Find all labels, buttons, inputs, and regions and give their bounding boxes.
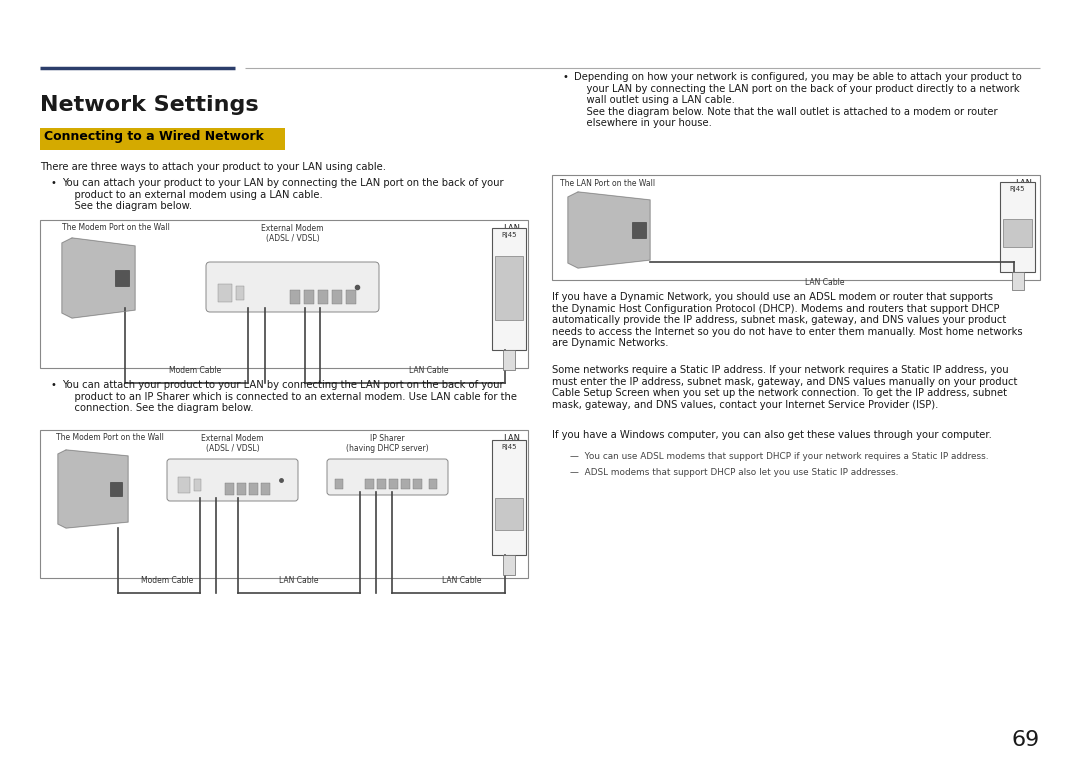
Bar [389, 479, 399, 489]
Bar [1012, 272, 1024, 290]
Bar [194, 479, 201, 491]
Bar [318, 290, 328, 304]
Text: LAN: LAN [503, 434, 519, 443]
Bar [495, 256, 523, 320]
Bar [492, 228, 526, 350]
Text: Modem Cable: Modem Cable [140, 576, 193, 585]
Bar [413, 479, 422, 489]
FancyBboxPatch shape [167, 459, 298, 501]
Bar [335, 479, 343, 489]
Bar [503, 555, 515, 575]
Text: IP Sharer: IP Sharer [370, 434, 405, 443]
Bar [495, 498, 523, 530]
Polygon shape [568, 192, 650, 268]
Text: RJ45: RJ45 [501, 444, 516, 450]
Text: Network Settings: Network Settings [40, 95, 258, 115]
Text: •: • [562, 72, 568, 82]
Text: You can attach your product to your LAN by connecting the LAN port on the back o: You can attach your product to your LAN … [62, 178, 503, 211]
Text: If you have a Dynamic Network, you should use an ADSL modem or router that suppo: If you have a Dynamic Network, you shoul… [552, 292, 1023, 349]
Text: (having DHCP server): (having DHCP server) [347, 444, 429, 453]
Text: (ADSL / VDSL): (ADSL / VDSL) [205, 444, 259, 453]
Bar [365, 479, 374, 489]
Text: Connecting to a Wired Network: Connecting to a Wired Network [44, 130, 264, 143]
Text: External Modem: External Modem [201, 434, 264, 443]
Bar [40, 220, 528, 368]
Bar [346, 290, 356, 304]
Text: The Modem Port on the Wall: The Modem Port on the Wall [56, 433, 164, 442]
Bar [1000, 182, 1035, 272]
Text: External Modem: External Modem [261, 224, 324, 233]
Text: RJ45: RJ45 [501, 232, 516, 238]
Bar [114, 270, 129, 286]
Bar [552, 175, 1040, 280]
Bar [291, 290, 300, 304]
Text: •: • [50, 380, 56, 390]
Text: There are three ways to attach your product to your LAN using cable.: There are three ways to attach your prod… [40, 162, 386, 172]
Text: LAN Cable: LAN Cable [806, 278, 845, 287]
Text: RJ45: RJ45 [1010, 186, 1025, 192]
Text: LAN Cable: LAN Cable [408, 366, 448, 375]
Bar [332, 290, 342, 304]
Bar [237, 286, 244, 300]
Bar [261, 483, 270, 495]
Text: Some networks require a Static IP address. If your network requires a Static IP : Some networks require a Static IP addres… [552, 365, 1017, 410]
Text: LAN Cable: LAN Cable [442, 576, 482, 585]
Text: The LAN Port on the Wall: The LAN Port on the Wall [561, 179, 656, 188]
Bar [40, 430, 528, 578]
Text: Depending on how your network is configured, you may be able to attach your prod: Depending on how your network is configu… [573, 72, 1022, 128]
Text: —  ADSL modems that support DHCP also let you use Static IP addresses.: — ADSL modems that support DHCP also let… [570, 468, 899, 477]
Text: The Modem Port on the Wall: The Modem Port on the Wall [62, 223, 170, 232]
Text: You can attach your product to your LAN by connecting the LAN port on the back o: You can attach your product to your LAN … [62, 380, 517, 414]
Bar [110, 482, 122, 496]
Bar [377, 479, 386, 489]
Bar [237, 483, 246, 495]
Text: Modem Cable: Modem Cable [168, 366, 221, 375]
Polygon shape [58, 450, 129, 528]
Bar [492, 440, 526, 555]
Bar [503, 350, 515, 370]
Text: 69: 69 [1012, 730, 1040, 750]
Polygon shape [62, 238, 135, 318]
Text: •: • [50, 178, 56, 188]
FancyBboxPatch shape [206, 262, 379, 312]
Bar [401, 479, 410, 489]
Bar [632, 222, 646, 238]
Bar [429, 479, 437, 489]
Bar [218, 284, 232, 302]
Text: LAN: LAN [503, 224, 519, 233]
Text: —  You can use ADSL modems that support DHCP if your network requires a Static I: — You can use ADSL modems that support D… [570, 452, 988, 461]
Bar [249, 483, 258, 495]
Bar [40, 128, 285, 150]
Bar [225, 483, 234, 495]
FancyBboxPatch shape [327, 459, 448, 495]
Bar [178, 477, 190, 493]
Bar [1003, 219, 1032, 247]
Text: LAN Cable: LAN Cable [280, 576, 319, 585]
Text: LAN: LAN [1015, 179, 1032, 188]
Text: (ADSL / VDSL): (ADSL / VDSL) [266, 234, 320, 243]
Text: If you have a Windows computer, you can also get these values through your compu: If you have a Windows computer, you can … [552, 430, 991, 440]
Bar [303, 290, 314, 304]
